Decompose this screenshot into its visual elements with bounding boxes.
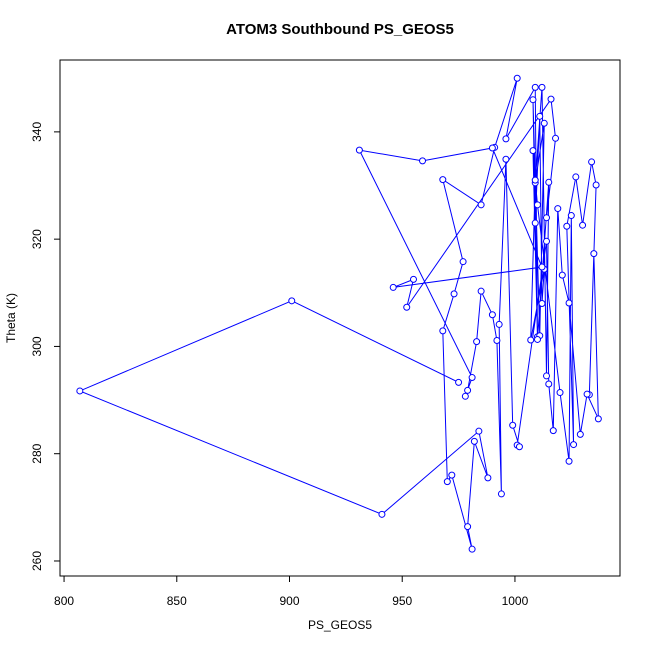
series-line: [78, 78, 599, 550]
point: [576, 430, 584, 438]
point: [529, 96, 537, 104]
point: [529, 147, 537, 155]
y-tick-label: 300: [30, 336, 44, 356]
point: [567, 212, 575, 220]
point: [538, 83, 546, 91]
point: [355, 146, 363, 154]
y-tick-label: 340: [30, 122, 44, 142]
point: [543, 237, 551, 245]
x-tick-label: 1000: [502, 594, 529, 608]
point: [509, 421, 517, 429]
point: [579, 221, 587, 229]
point: [594, 415, 602, 423]
y-tick-label: 280: [30, 443, 44, 463]
point: [488, 311, 496, 319]
point: [563, 222, 571, 230]
point: [554, 205, 562, 213]
point: [540, 119, 548, 127]
point: [592, 181, 600, 189]
point: [543, 214, 551, 222]
x-axis-label: PS_GEOS5: [308, 618, 372, 632]
point: [533, 201, 541, 209]
point: [547, 95, 555, 103]
point: [565, 299, 573, 307]
point: [450, 290, 458, 298]
y-axis-label: Theta (K): [4, 293, 18, 343]
point: [531, 176, 539, 184]
y-tick-label: 320: [30, 229, 44, 249]
point: [443, 478, 451, 486]
point: [538, 263, 546, 271]
x-tick-label: 850: [167, 594, 187, 608]
point: [484, 474, 492, 482]
x-tick-label: 900: [279, 594, 299, 608]
point: [533, 335, 541, 343]
point: [549, 427, 557, 435]
point: [502, 135, 510, 143]
point: [588, 158, 596, 166]
point: [439, 176, 447, 184]
point: [288, 297, 296, 305]
point: [76, 387, 84, 395]
point: [513, 74, 521, 82]
point: [448, 471, 456, 479]
point: [475, 427, 483, 435]
point: [470, 437, 478, 445]
point: [552, 134, 560, 142]
point: [473, 338, 481, 346]
x-tick-label: 800: [54, 594, 74, 608]
point: [389, 283, 397, 291]
x-tick-label: 950: [392, 594, 412, 608]
point: [488, 144, 496, 152]
point: [583, 390, 591, 398]
point: [464, 386, 472, 394]
point: [570, 441, 578, 449]
point: [527, 336, 535, 344]
point: [502, 155, 510, 163]
plot-frame: [59, 59, 621, 577]
point: [419, 157, 427, 165]
point: [455, 378, 463, 386]
point: [545, 178, 553, 186]
point: [497, 490, 505, 498]
point: [558, 271, 566, 279]
point: [538, 300, 546, 308]
point: [477, 287, 485, 295]
point: [545, 380, 553, 388]
point: [536, 112, 544, 120]
point: [477, 201, 485, 209]
point: [556, 389, 564, 397]
point: [464, 523, 472, 531]
point: [459, 258, 467, 266]
point: [468, 545, 476, 553]
chart-title: ATOM3 Southbound PS_GEOS5: [226, 21, 454, 38]
point: [590, 250, 598, 258]
point: [543, 372, 551, 380]
point: [409, 275, 417, 283]
point: [515, 443, 523, 451]
point: [378, 510, 386, 518]
point: [493, 337, 501, 345]
point: [461, 392, 469, 400]
point: [439, 327, 447, 335]
point: [531, 83, 539, 91]
point: [565, 457, 573, 465]
point: [403, 303, 411, 311]
point: [495, 320, 503, 328]
point: [531, 219, 539, 227]
point: [468, 374, 476, 382]
y-tick-label: 260: [30, 551, 44, 571]
point: [572, 173, 580, 181]
